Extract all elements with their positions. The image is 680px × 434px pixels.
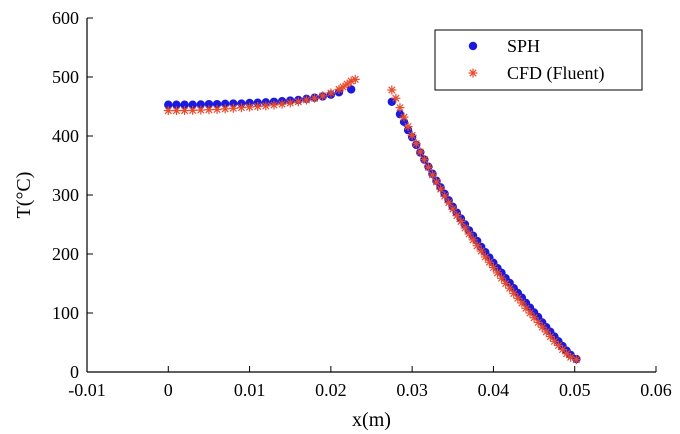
data-point xyxy=(342,79,352,89)
legend-marker-symbol xyxy=(468,68,478,78)
data-point xyxy=(220,104,230,114)
data-point xyxy=(172,100,181,109)
data-point xyxy=(452,211,462,221)
data-point xyxy=(395,103,405,113)
data-point xyxy=(545,332,555,342)
data-point xyxy=(346,85,356,94)
y-axis-label: T(°C) xyxy=(13,172,35,219)
y-tick-label: 100 xyxy=(52,303,79,323)
series-cfd-fluent xyxy=(163,74,581,365)
y-tick-label: 200 xyxy=(52,244,79,264)
x-axis-label: x(m) xyxy=(352,409,391,431)
data-point xyxy=(350,74,360,84)
data-point xyxy=(407,130,417,140)
data-point xyxy=(318,91,328,101)
data-point xyxy=(472,241,482,251)
data-point xyxy=(419,155,429,165)
y-tick-label: 600 xyxy=(52,8,79,28)
legend: SPH CFD (Fluent) xyxy=(434,29,643,91)
data-point xyxy=(501,279,511,288)
x-tick-label: 0.04 xyxy=(478,380,510,400)
y-tick-label: 300 xyxy=(52,185,79,205)
data-point xyxy=(391,93,401,103)
data-point xyxy=(212,104,222,114)
data-point xyxy=(188,100,197,109)
data-point xyxy=(269,100,279,110)
data-point xyxy=(293,97,303,107)
data-point xyxy=(204,99,214,109)
data-point xyxy=(460,223,470,233)
y-tick-label: 400 xyxy=(52,126,79,146)
data-point xyxy=(277,99,287,109)
y-tick-label: 500 xyxy=(52,67,79,87)
data-point xyxy=(436,184,446,194)
data-point xyxy=(326,88,336,98)
x-axis-ticks: -0.01 0 0.01 0.02 0.03 0.04 0.05 0.06 xyxy=(68,366,672,400)
data-point xyxy=(476,246,486,256)
data-point xyxy=(301,95,311,105)
data-point xyxy=(415,147,425,157)
data-point xyxy=(488,263,498,273)
data-point xyxy=(456,217,466,227)
data-point xyxy=(427,170,437,180)
data-point xyxy=(212,99,222,109)
x-tick-label: 0.06 xyxy=(640,380,672,400)
data-point xyxy=(204,105,214,115)
data-point xyxy=(411,139,421,149)
data-point xyxy=(440,191,450,201)
data-point xyxy=(403,122,413,132)
data-point xyxy=(228,103,238,113)
data-point xyxy=(497,273,507,283)
data-point xyxy=(468,235,478,245)
data-point xyxy=(492,268,502,278)
legend-box xyxy=(434,29,643,91)
data-point xyxy=(432,177,442,187)
data-point xyxy=(236,103,246,113)
data-point xyxy=(444,198,454,208)
data-point xyxy=(261,101,271,111)
data-point xyxy=(163,106,173,116)
x-tick-label: 0.05 xyxy=(559,380,591,400)
x-tick-label: 0.01 xyxy=(234,380,266,400)
data-point xyxy=(484,257,494,267)
data-point xyxy=(196,100,205,109)
series-layer xyxy=(163,74,581,365)
x-tick-label: -0.01 xyxy=(68,380,106,400)
data-point xyxy=(253,102,263,111)
data-point xyxy=(448,204,458,214)
data-point xyxy=(423,162,433,172)
x-tick-label: 0.02 xyxy=(315,380,347,400)
series-sph xyxy=(164,85,581,364)
data-point xyxy=(571,355,581,365)
data-point xyxy=(171,106,181,116)
legend-marker-cfd-fluent xyxy=(468,68,478,78)
data-point xyxy=(399,112,409,122)
legend-marker-sph xyxy=(468,41,478,51)
data-point xyxy=(188,105,198,115)
legend-marker-symbol xyxy=(468,41,478,51)
y-axis-ticks: 0 100 200 300 400 500 600 xyxy=(52,8,93,382)
data-point xyxy=(180,106,190,116)
data-point xyxy=(464,229,474,239)
data-point xyxy=(196,105,206,115)
data-point xyxy=(285,98,295,108)
data-point xyxy=(505,283,515,293)
data-point xyxy=(395,109,405,119)
data-point xyxy=(517,298,527,308)
data-point xyxy=(180,100,189,109)
legend-label-sph: SPH xyxy=(507,36,540,56)
x-tick-label: 0.03 xyxy=(396,380,428,400)
data-point xyxy=(480,252,490,262)
data-point xyxy=(549,336,559,346)
data-point xyxy=(245,102,255,112)
y-tick-label: 0 xyxy=(70,362,79,382)
x-tick-label: 0 xyxy=(164,380,173,400)
data-point xyxy=(387,85,397,95)
data-point xyxy=(164,100,173,109)
legend-label-cfd-fluent: CFD (Fluent) xyxy=(507,63,605,84)
data-point xyxy=(310,93,320,103)
data-point xyxy=(334,84,344,94)
